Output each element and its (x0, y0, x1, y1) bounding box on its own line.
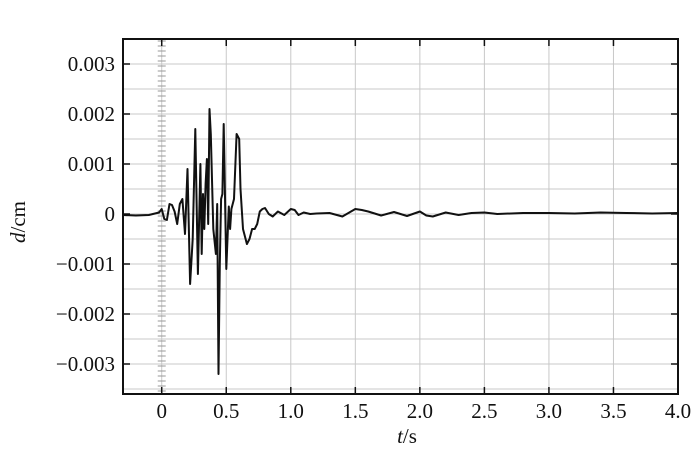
x-tick-label: 1.5 (342, 399, 368, 423)
plot-frame (122, 38, 679, 395)
x-axis-label-unit: /s (403, 424, 417, 448)
x-tick-label: 0 (156, 399, 167, 423)
x-tick-label: 3.5 (600, 399, 626, 423)
x-tick-labels: 0 0.5 1.0 1.5 2.0 2.5 3.0 3.5 4.0 (156, 399, 691, 423)
x-axis-label: t/s (397, 424, 417, 448)
y-tick-label: 0 (105, 202, 116, 226)
x-tick-label: 4.0 (665, 399, 691, 423)
x-tick-label: 3.0 (536, 399, 562, 423)
y-tick-label: −0.001 (56, 252, 115, 276)
x-axis-label-var: t (397, 424, 404, 448)
y-axis-label: d/cm (6, 201, 30, 243)
y-tick-label: −0.003 (56, 352, 115, 376)
x-tick-label: 2.5 (471, 399, 497, 423)
series-line-displacement (122, 108, 679, 375)
x-tick-label: 2.0 (407, 399, 433, 423)
x-tick-label: 1.0 (278, 399, 304, 423)
grid-lines (123, 38, 679, 394)
y-tick-labels: 0.003 0.002 0.001 0 −0.001 −0.002 −0.003 (56, 52, 115, 376)
y-tick-label: −0.002 (56, 302, 115, 326)
y-axis-label-var: d (6, 232, 30, 243)
x-tick-label: 0.5 (213, 399, 239, 423)
y-tick-label: 0.002 (68, 102, 115, 126)
y-tick-label: 0.003 (68, 52, 115, 76)
axis-ticks (123, 39, 679, 394)
y-axis-label-unit: /cm (6, 201, 30, 233)
y-tick-label: 0.001 (68, 152, 115, 176)
